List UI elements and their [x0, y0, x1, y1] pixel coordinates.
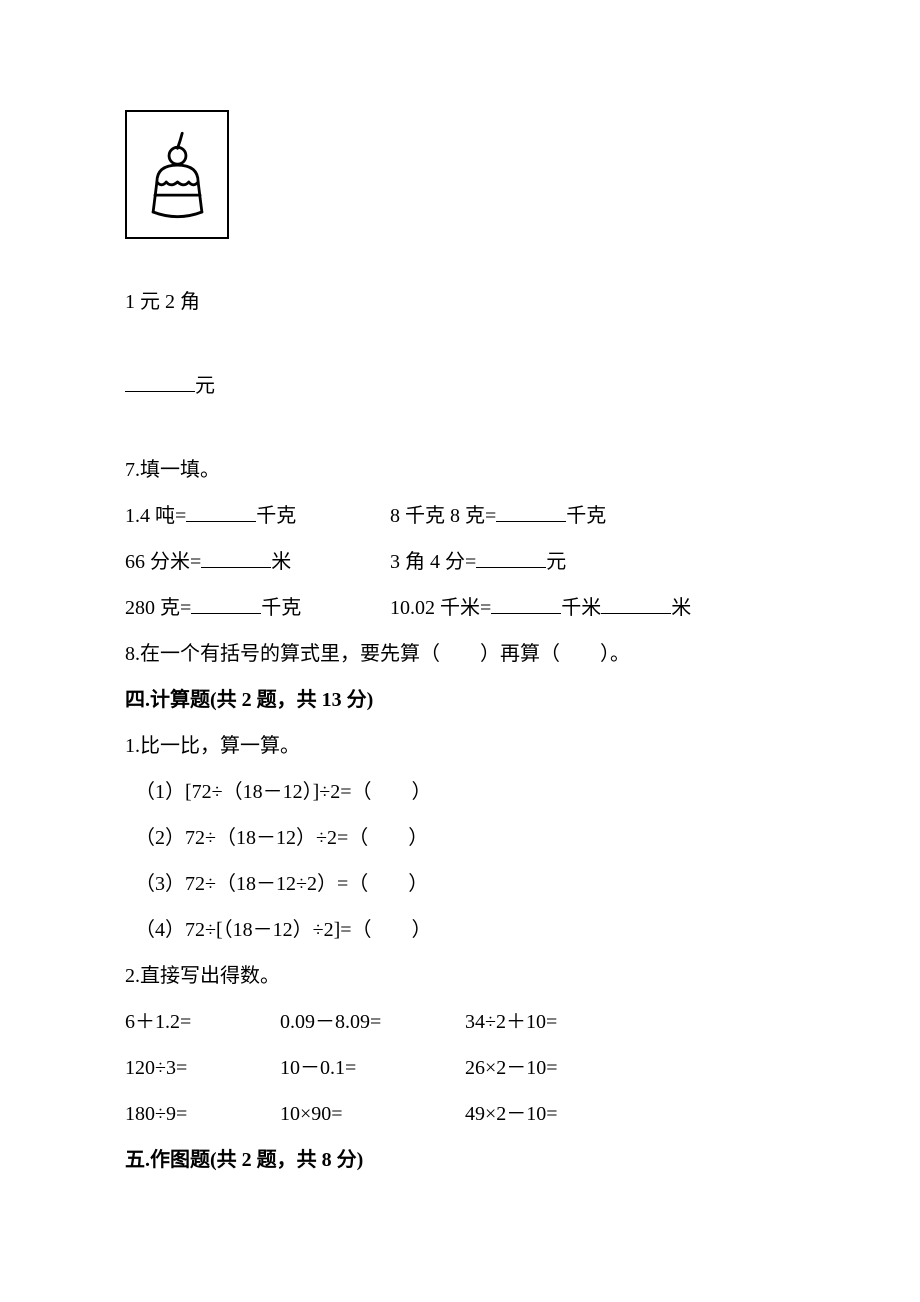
- q8-text: 8.在一个有括号的算式里，要先算（ ）再算（ ）。: [125, 631, 795, 677]
- sec4-p2-title: 2.直接写出得数。: [125, 953, 795, 999]
- sec4-p1-item-3: （3）72÷（18－12÷2）=（ ）: [125, 861, 795, 907]
- section-4-heading: 四.计算题(共 2 题，共 13 分): [125, 677, 795, 723]
- calc-1-1: 6＋1.2=: [125, 999, 275, 1045]
- calc-1-2: 0.09－8.09=: [280, 999, 460, 1045]
- q7-3-left-post: 千克: [261, 597, 301, 619]
- q7-title: 7.填一填。: [125, 447, 795, 493]
- sec4-p1-item-4: （4）72÷[（18－12）÷2]=（ ）: [125, 907, 795, 953]
- calc-3-1: 180÷9=: [125, 1091, 275, 1137]
- q7-row-3: 280 克= 千克 10.02 千米= 千米 米: [125, 585, 795, 631]
- calc-1-3: 34÷2＋10=: [465, 999, 557, 1045]
- q7-3-right-pre: 10.02 千米=: [390, 597, 491, 619]
- cake-blank-line: 元: [125, 363, 795, 409]
- blank-field[interactable]: [201, 547, 271, 568]
- q7-2-right-post: 元: [546, 551, 566, 573]
- sec4-p1-item-1: （1）[72÷（18－12）]÷2=（ ）: [125, 769, 795, 815]
- calc-row-1: 6＋1.2= 0.09－8.09= 34÷2＋10=: [125, 999, 795, 1045]
- calc-2-3: 26×2－10=: [465, 1045, 558, 1091]
- calc-row-3: 180÷9= 10×90= 49×2－10=: [125, 1091, 795, 1137]
- sec4-p1-item-2: （2）72÷（18－12）÷2=（ ）: [125, 815, 795, 861]
- q7-1-right-pre: 8 千克 8 克=: [390, 505, 496, 527]
- cake-image-box: [125, 110, 229, 239]
- blank-field[interactable]: [496, 501, 566, 522]
- blank-field[interactable]: [191, 593, 261, 614]
- q7-2-left-post: 米: [271, 551, 291, 573]
- calc-3-2: 10×90=: [280, 1091, 460, 1137]
- blank-field[interactable]: [601, 593, 671, 614]
- q7-1-left-post: 千克: [256, 505, 296, 527]
- q7-3-right-mid: 千米: [561, 597, 601, 619]
- q7-row-2: 66 分米= 米 3 角 4 分= 元: [125, 539, 795, 585]
- q7-2-right-pre: 3 角 4 分=: [390, 551, 476, 573]
- blank-field[interactable]: [125, 371, 195, 392]
- sec4-p1-title: 1.比一比，算一算。: [125, 723, 795, 769]
- blank-field[interactable]: [476, 547, 546, 568]
- blank-field[interactable]: [491, 593, 561, 614]
- q7-1-right-post: 千克: [566, 505, 606, 527]
- calc-row-2: 120÷3= 10－0.1= 26×2－10=: [125, 1045, 795, 1091]
- calc-2-2: 10－0.1=: [280, 1045, 460, 1091]
- calc-2-1: 120÷3=: [125, 1045, 275, 1091]
- q7-row-1: 1.4 吨= 千克 8 千克 8 克= 千克: [125, 493, 795, 539]
- q7-2-left-pre: 66 分米=: [125, 551, 201, 573]
- section-5-heading: 五.作图题(共 2 题，共 8 分): [125, 1137, 795, 1183]
- cake-icon: [140, 127, 215, 222]
- q7-3-right-post: 米: [671, 597, 691, 619]
- blank-field[interactable]: [186, 501, 256, 522]
- unit-yuan: 元: [195, 375, 215, 397]
- q7-1-left-pre: 1.4 吨=: [125, 505, 186, 527]
- cake-caption: 1 元 2 角: [125, 279, 795, 325]
- q7-3-left-pre: 280 克=: [125, 597, 191, 619]
- calc-3-3: 49×2－10=: [465, 1091, 558, 1137]
